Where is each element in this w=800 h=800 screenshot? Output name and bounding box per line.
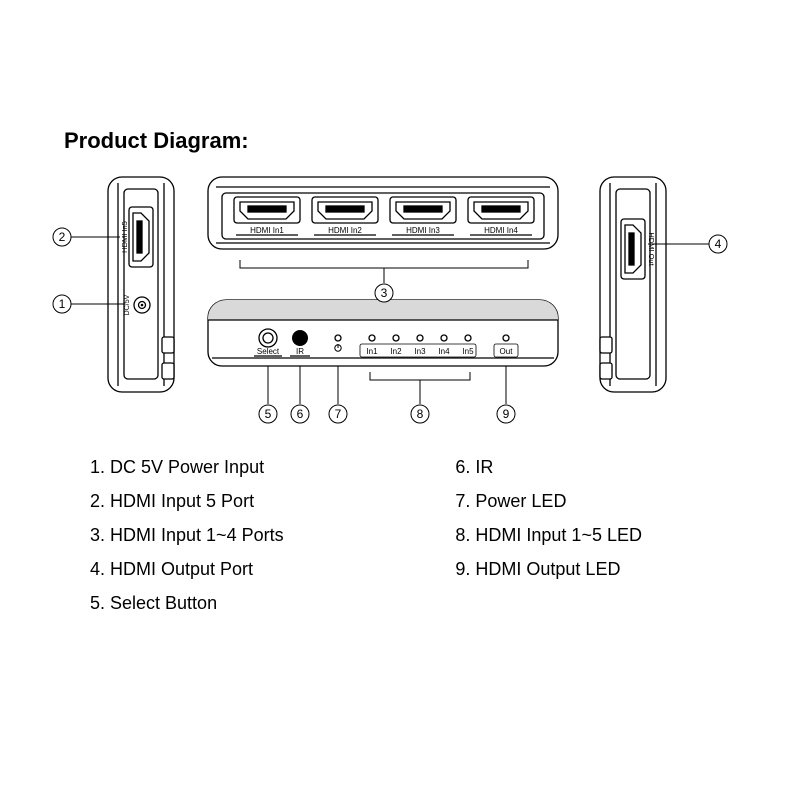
hdmi-port-3 bbox=[390, 197, 456, 223]
callout-5: 5 bbox=[265, 407, 272, 421]
hdmi-in4-label: HDMI In4 bbox=[484, 226, 518, 235]
callout-9: 9 bbox=[503, 407, 510, 421]
legend-item: 8. HDMI Input 1~5 LED bbox=[455, 518, 720, 552]
hdmi-port-4 bbox=[468, 197, 534, 223]
callout-8: 8 bbox=[417, 407, 424, 421]
right-side-panel: HDMI Out bbox=[600, 177, 666, 392]
svg-text:In2: In2 bbox=[390, 347, 402, 356]
front-panel: Select IR In1 In2 In3 In4 In5 Out bbox=[208, 300, 558, 366]
legend-item: 7. Power LED bbox=[455, 484, 720, 518]
legend: 1. DC 5V Power Input 2. HDMI Input 5 Por… bbox=[90, 450, 720, 620]
hdmi-port-1 bbox=[234, 197, 300, 223]
left-side-panel: HDMI In5 DC/5V bbox=[108, 177, 174, 392]
callout-4: 4 bbox=[715, 237, 722, 251]
legend-item: 2. HDMI Input 5 Port bbox=[90, 484, 455, 518]
callout-3: 3 bbox=[381, 286, 388, 300]
ir-label: IR bbox=[296, 347, 304, 356]
select-label: Select bbox=[257, 347, 280, 356]
hdmi-out-label: HDMI Out bbox=[647, 232, 656, 266]
svg-text:In3: In3 bbox=[414, 347, 426, 356]
legend-item: 3. HDMI Input 1~4 Ports bbox=[90, 518, 455, 552]
callout-2: 2 bbox=[59, 230, 66, 244]
product-diagram-page: Product Diagram: bbox=[0, 0, 800, 800]
hdmi-in1-label: HDMI In1 bbox=[250, 226, 284, 235]
legend-item: 5. Select Button bbox=[90, 586, 455, 620]
legend-item: 1. DC 5V Power Input bbox=[90, 450, 455, 484]
legend-col2: 6. IR 7. Power LED 8. HDMI Input 1~5 LED… bbox=[455, 450, 720, 620]
svg-text:In4: In4 bbox=[438, 347, 450, 356]
svg-text:Out: Out bbox=[500, 347, 514, 356]
hdmi-in3-label: HDMI In3 bbox=[406, 226, 440, 235]
legend-item: 9. HDMI Output LED bbox=[455, 552, 720, 586]
callout-1: 1 bbox=[59, 297, 66, 311]
svg-text:In5: In5 bbox=[462, 347, 474, 356]
hdmi-in5-label: HDMI In5 bbox=[120, 221, 129, 253]
legend-col1: 1. DC 5V Power Input 2. HDMI Input 5 Por… bbox=[90, 450, 455, 620]
diagram-svg: HDMI In1 HDMI In2 HDMI In3 HDMI In4 bbox=[0, 0, 800, 800]
legend-item: 4. HDMI Output Port bbox=[90, 552, 455, 586]
hdmi-in2-label: HDMI In2 bbox=[328, 226, 362, 235]
callout-6: 6 bbox=[297, 407, 304, 421]
legend-item: 6. IR bbox=[455, 450, 720, 484]
callout-7: 7 bbox=[335, 407, 342, 421]
back-panel: HDMI In1 HDMI In2 HDMI In3 HDMI In4 bbox=[208, 177, 558, 249]
hdmi-port-2 bbox=[312, 197, 378, 223]
svg-text:In1: In1 bbox=[366, 347, 378, 356]
dc5v-label: DC/5V bbox=[124, 294, 131, 315]
